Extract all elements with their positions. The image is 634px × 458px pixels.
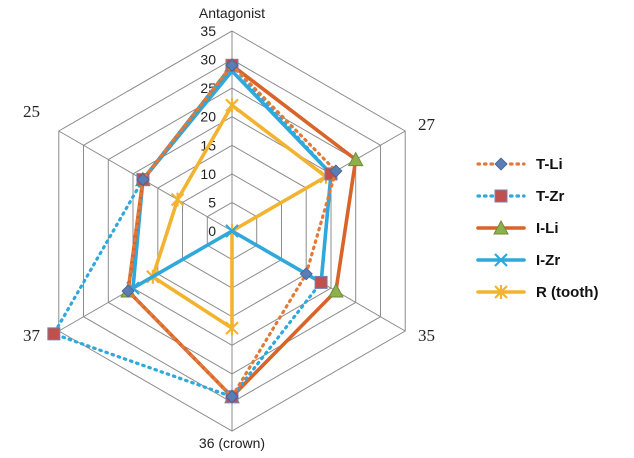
legend-label: R (tooth) — [536, 284, 598, 301]
legend-label: I-Zr — [536, 252, 560, 269]
legend: T-Li T-Zr I-Li I-Zr R (tooth) — [476, 156, 598, 301]
data-point-star — [494, 285, 508, 299]
data-point-diamond — [136, 173, 150, 187]
data-point-square — [314, 275, 328, 289]
axis-labels: Antagonist 27 35 36 (crown) 37 25 — [23, 5, 436, 451]
axis-label: 25 — [23, 102, 40, 121]
tick-label: 30 — [200, 52, 216, 68]
data-point-diamond — [225, 390, 239, 404]
tick-label: 5 — [208, 194, 216, 210]
tick-label: 0 — [208, 223, 216, 239]
data-point-triangle — [493, 219, 509, 235]
axis-label: 27 — [418, 115, 436, 134]
data-point-diamond — [121, 284, 135, 298]
data-point-star — [225, 98, 239, 113]
data-point-x — [225, 224, 239, 238]
legend-label: T-Li — [536, 156, 563, 173]
data-point-star — [170, 192, 185, 207]
axis-label: 36 (crown) — [199, 435, 265, 451]
data-point-diamond — [329, 164, 343, 178]
tick-label: 20 — [200, 109, 216, 125]
data-point-triangle — [347, 151, 364, 167]
data-point-x — [494, 253, 508, 267]
tick-label: 35 — [200, 23, 216, 39]
data-point-square — [494, 189, 508, 203]
data-point-diamond — [299, 267, 313, 281]
legend-label: I-Li — [536, 220, 559, 237]
axis-label: 37 — [23, 326, 41, 345]
data-point-star — [225, 321, 239, 336]
axis-label: 35 — [418, 326, 435, 345]
data-point-diamond — [225, 58, 239, 72]
legend-entry: T-Li — [476, 156, 563, 173]
data-point-diamond — [494, 157, 508, 171]
series-layer — [47, 57, 364, 404]
data-point-triangle — [328, 282, 344, 298]
legend-entry: I-Li — [476, 219, 559, 237]
data-point-square — [47, 327, 61, 341]
series-t-li — [121, 58, 343, 404]
legend-entry: I-Zr — [476, 252, 560, 269]
legend-entry: T-Zr — [476, 188, 564, 205]
axis-label: Antagonist — [199, 5, 265, 21]
legend-entry: R (tooth) — [476, 284, 598, 301]
series-r-tooth — [146, 98, 333, 336]
tick-label: 10 — [200, 166, 216, 182]
legend-label: T-Zr — [536, 188, 564, 205]
